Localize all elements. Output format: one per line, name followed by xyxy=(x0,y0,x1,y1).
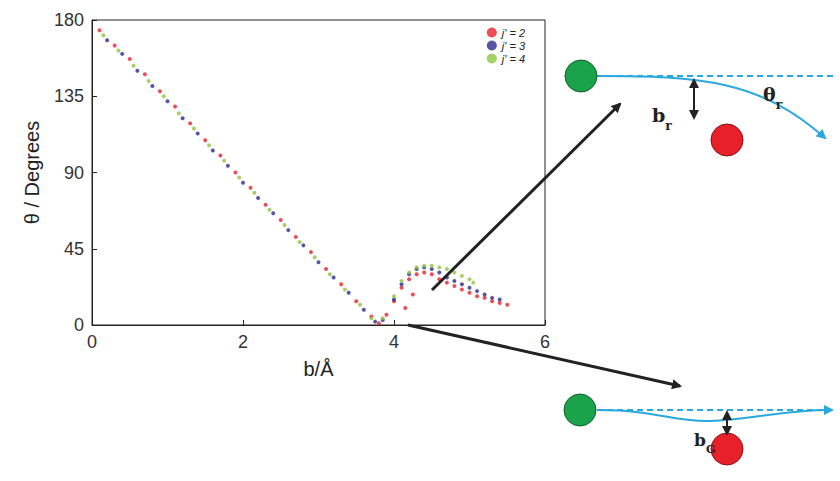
svg-text:br: br xyxy=(652,104,672,133)
svg-text:j' = 3: j' = 3 xyxy=(500,40,526,52)
svg-text:45: 45 xyxy=(64,239,84,259)
svg-text:b/Å: b/Å xyxy=(303,358,334,380)
svg-text:bG: bG xyxy=(694,430,715,456)
svg-text:j' = 4: j' = 4 xyxy=(500,53,525,65)
svg-text:180: 180 xyxy=(54,10,84,30)
svg-text:0: 0 xyxy=(87,332,97,352)
svg-text:2: 2 xyxy=(238,332,248,352)
svg-text:90: 90 xyxy=(64,163,84,183)
svg-text:θr: θr xyxy=(763,83,783,112)
svg-text:4: 4 xyxy=(389,332,399,352)
svg-text:135: 135 xyxy=(54,86,84,106)
svg-text:0: 0 xyxy=(74,315,84,335)
svg-text:θ / Degrees: θ / Degrees xyxy=(21,121,43,224)
svg-text:j' = 2: j' = 2 xyxy=(500,27,525,39)
svg-text:6: 6 xyxy=(540,332,550,352)
